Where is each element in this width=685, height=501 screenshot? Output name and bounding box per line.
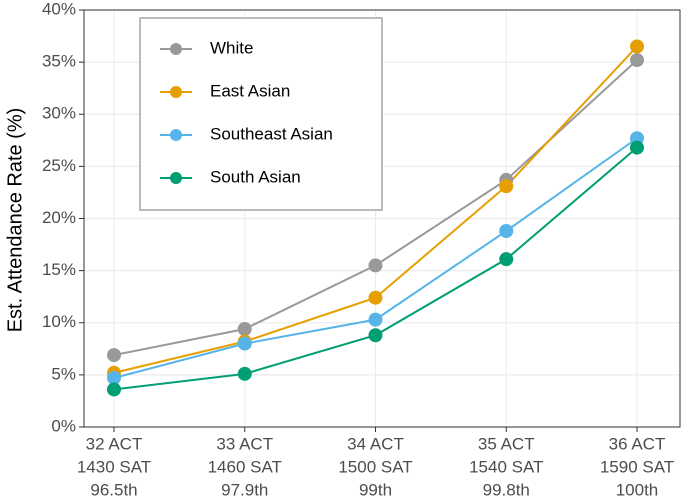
x-tick-label: 1430 SAT: [77, 457, 151, 476]
legend-marker: [170, 86, 182, 98]
x-tick-label: 34 ACT: [347, 434, 404, 453]
point: [368, 290, 383, 305]
point: [499, 179, 514, 194]
x-tick-label: 35 ACT: [478, 434, 535, 453]
y-axis-label: Est. Attendance Rate (%): [4, 108, 26, 333]
point: [237, 322, 252, 337]
x-tick-label: 99.8th: [483, 480, 530, 499]
legend-marker: [170, 129, 182, 141]
legend-marker: [170, 172, 182, 184]
x-tick-label: 99th: [359, 480, 392, 499]
x-tick-label: 1590 SAT: [600, 457, 674, 476]
legend-marker: [170, 43, 182, 55]
x-tick-label: 96.5th: [90, 480, 137, 499]
y-tick-label: 30%: [42, 104, 76, 123]
point: [630, 53, 644, 68]
y-tick-label: 0%: [51, 416, 76, 435]
point: [368, 258, 383, 273]
x-tick-label: 100th: [616, 480, 659, 499]
legend-label: Southeast Asian: [210, 124, 333, 143]
x-tick-label: 32 ACT: [86, 434, 143, 453]
plot-border: [83, 9, 681, 428]
y-tick-label: 35%: [42, 52, 76, 71]
point: [630, 140, 644, 155]
x-tick-label: 33 ACT: [216, 434, 273, 453]
legend-label: White: [210, 38, 253, 57]
point: [107, 371, 121, 386]
point: [107, 348, 121, 363]
point: [107, 382, 121, 397]
point: [237, 336, 252, 351]
y-tick-label: 10%: [42, 312, 76, 331]
x-tick-label: 36 ACT: [609, 434, 666, 453]
x-tick-label: 1460 SAT: [208, 457, 282, 476]
legend-label: South Asian: [210, 167, 301, 186]
point: [630, 39, 644, 54]
point: [368, 312, 383, 327]
y-tick-label: 5%: [51, 364, 76, 383]
point: [499, 224, 514, 239]
point: [237, 366, 252, 381]
point: [499, 252, 514, 267]
x-tick-label: 1500 SAT: [338, 457, 412, 476]
point: [368, 328, 383, 343]
x-tick-label: 97.9th: [221, 480, 268, 499]
y-tick-label: 40%: [42, 0, 76, 18]
legend-label: East Asian: [210, 81, 290, 100]
x-tick-label: 1540 SAT: [469, 457, 543, 476]
y-tick-label: 25%: [42, 156, 76, 175]
y-tick-label: 15%: [42, 260, 76, 279]
y-tick-label: 20%: [42, 208, 76, 227]
